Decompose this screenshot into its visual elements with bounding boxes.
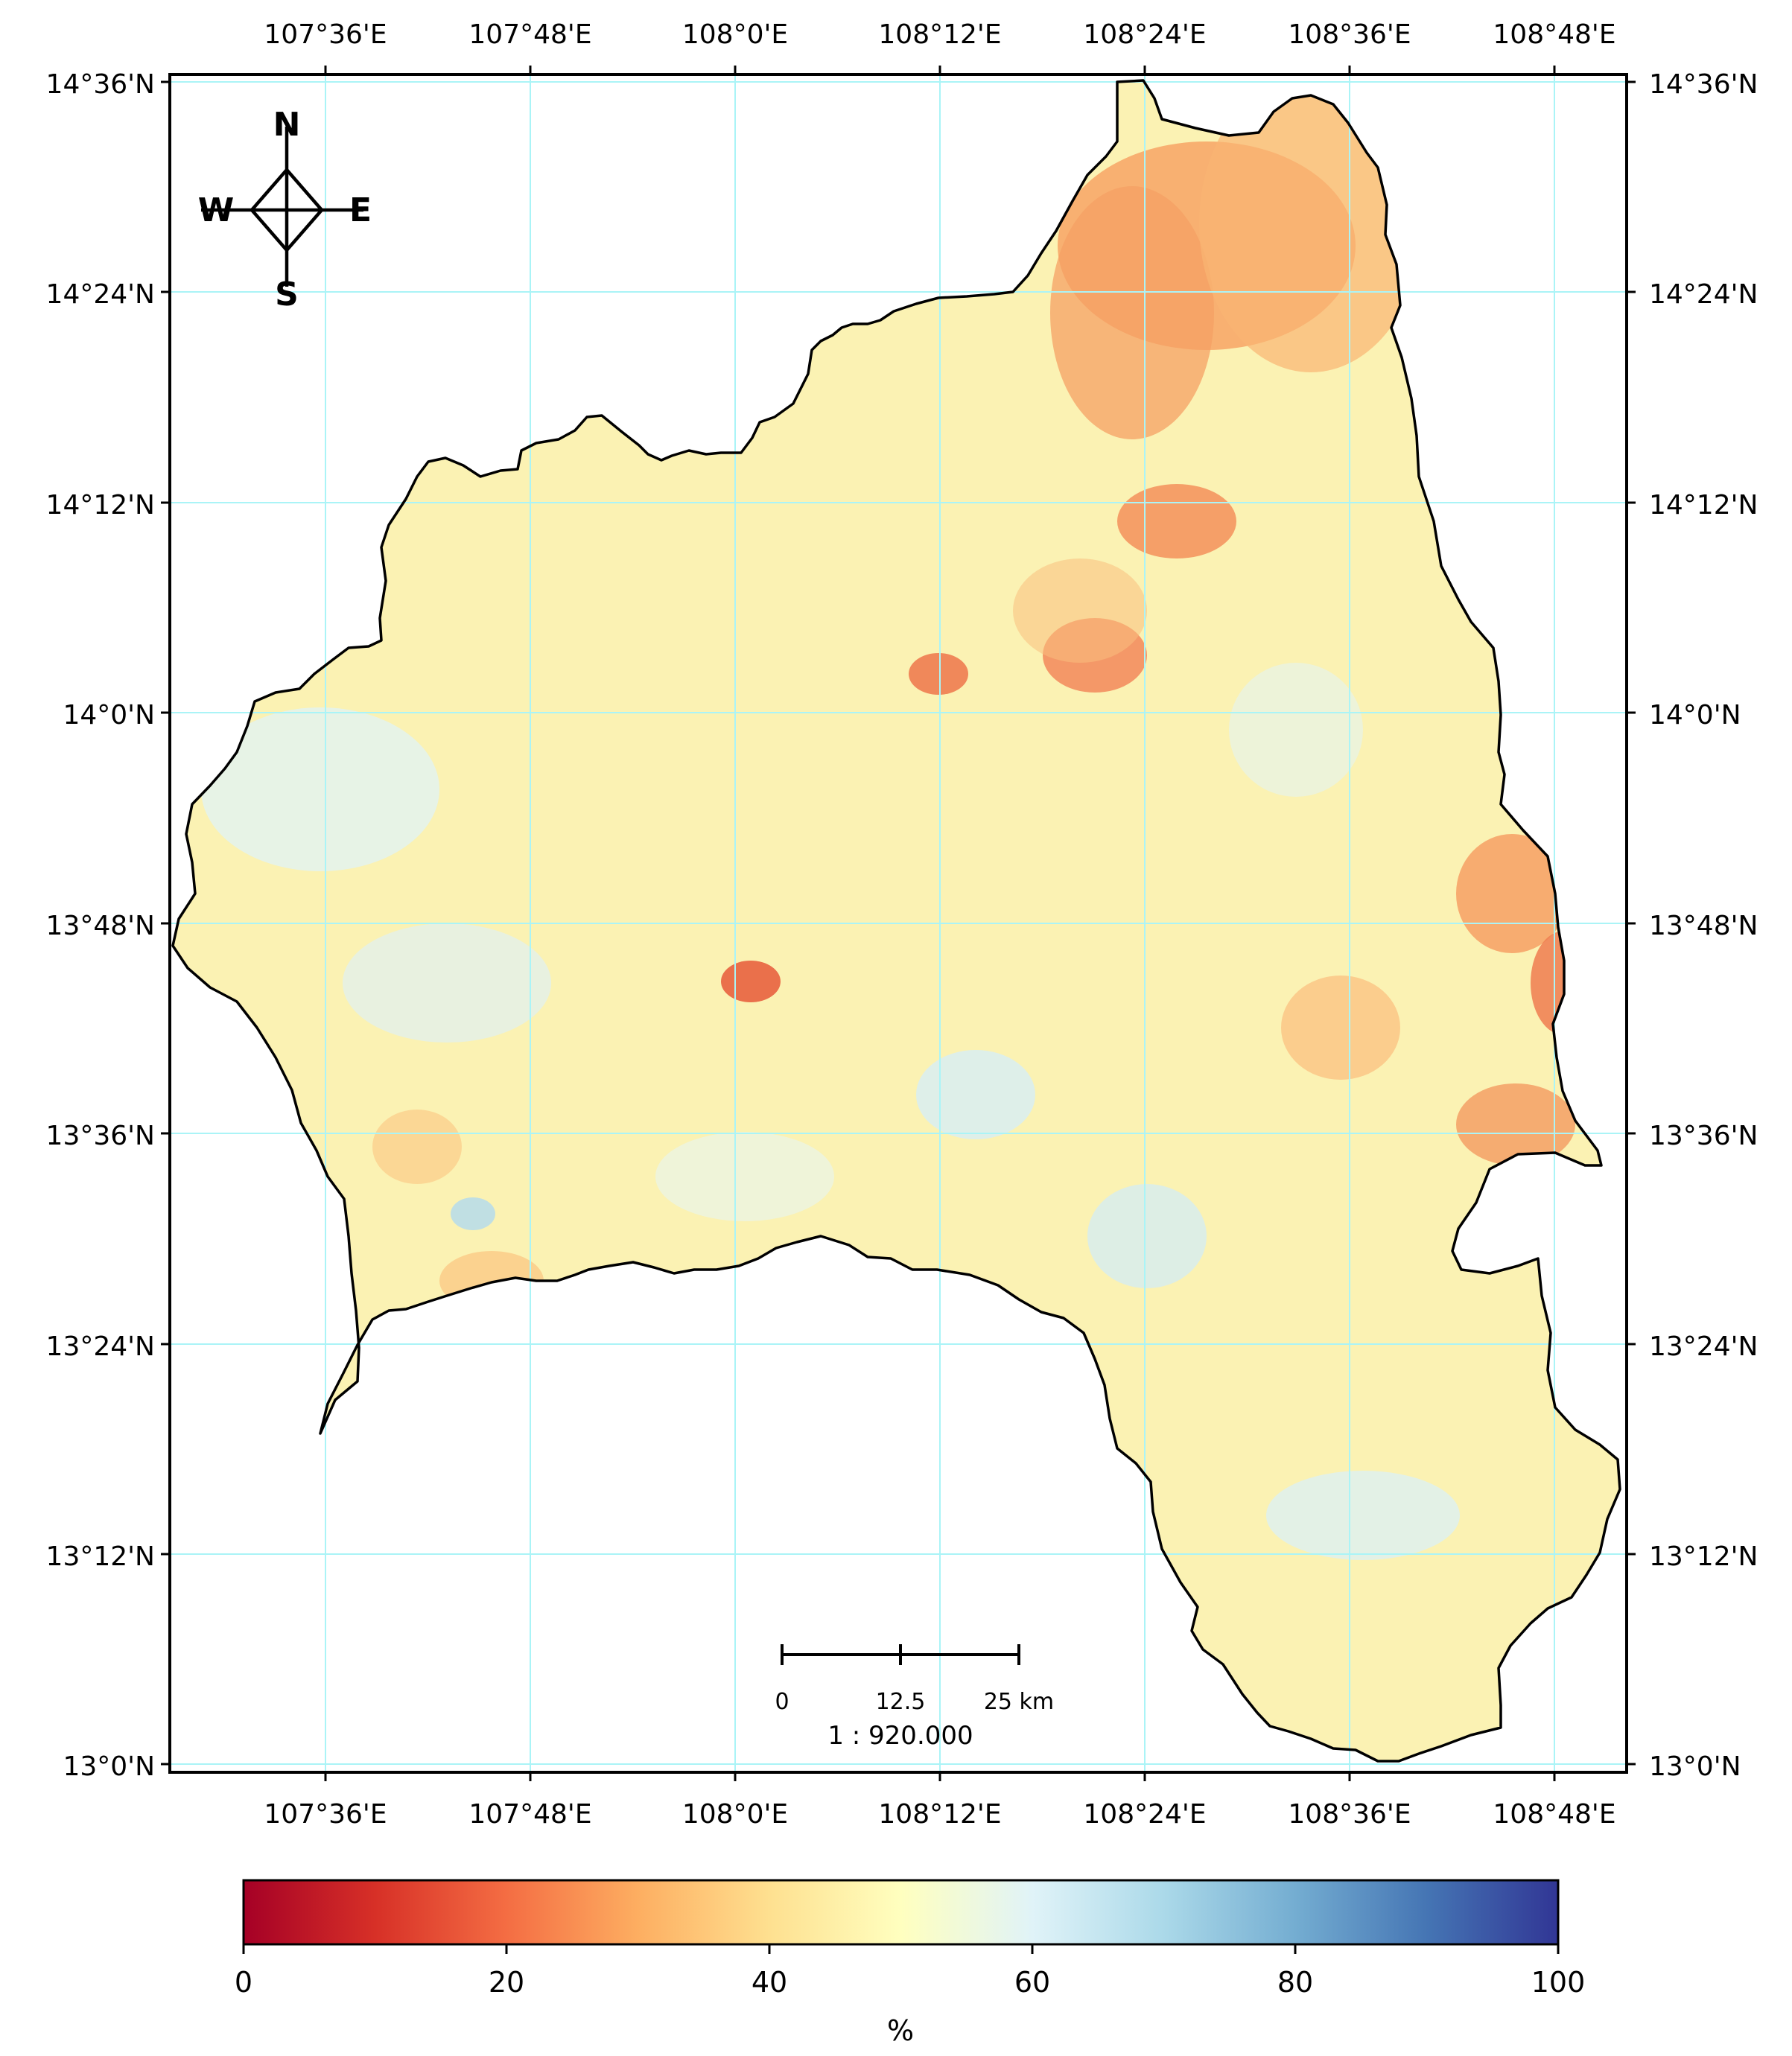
lon-label-top: 107°36'E (264, 19, 387, 50)
lon-labels-bottom: 107°36'E 107°48'E 108°0'E 108°12'E 108°2… (264, 1799, 1615, 1830)
raster-patch (1087, 1184, 1207, 1288)
lat-label-left: 14°36'N (46, 69, 155, 100)
raster-patch (1229, 663, 1363, 797)
lat-label-right: 13°24'N (1649, 1331, 1758, 1362)
compass-rose-icon: N S W E (198, 106, 372, 314)
raster-patch (1050, 186, 1214, 439)
lon-label-top: 108°24'E (1083, 19, 1206, 50)
lat-label-left: 13°24'N (46, 1331, 155, 1362)
lat-label-right: 13°48'N (1649, 911, 1758, 941)
lon-label-top: 107°48'E (468, 19, 591, 50)
raster-patch (655, 1132, 834, 1221)
colorbar-tick-label: 60 (1014, 1966, 1050, 1999)
colorbar-tick-label: 40 (752, 1966, 787, 1999)
lat-label-right: 14°12'N (1649, 490, 1758, 521)
lat-label-right: 14°24'N (1649, 279, 1758, 310)
lat-labels-left: 14°36'N 14°24'N 14°12'N 14°0'N 13°48'N 1… (46, 69, 155, 1782)
colorbar-unit-label: % (887, 2014, 914, 2047)
lon-label-bottom: 108°48'E (1493, 1799, 1615, 1830)
colorbar-tick-label: 80 (1277, 1966, 1313, 1999)
lat-label-left: 13°36'N (46, 1121, 155, 1151)
raster-patch (721, 961, 781, 1002)
raster-patch (1266, 1471, 1460, 1560)
colorbar-gradient (242, 1879, 1560, 1946)
colorbar: 0 20 40 60 80 100 % (235, 1879, 1586, 2047)
scale-label-0: 0 (775, 1689, 789, 1715)
lon-label-bottom: 108°12'E (878, 1799, 1001, 1830)
colorbar-tick-label: 100 (1531, 1966, 1586, 1999)
lat-label-left: 13°12'N (46, 1541, 155, 1572)
lon-label-bottom: 108°36'E (1288, 1799, 1411, 1830)
lat-label-right: 14°0'N (1649, 700, 1741, 731)
scale-bar: 0 12.5 25 km 1 : 920.000 (775, 1644, 1054, 1751)
lon-label-top: 108°36'E (1288, 19, 1411, 50)
scale-ratio: 1 : 920.000 (827, 1721, 973, 1751)
colorbar-tick-label: 20 (489, 1966, 524, 1999)
lat-label-right: 13°36'N (1649, 1121, 1758, 1151)
lat-label-right: 13°0'N (1649, 1751, 1741, 1782)
compass-north-label: N (273, 106, 301, 144)
lon-label-bottom: 108°24'E (1083, 1799, 1206, 1830)
scale-label-end: 25 km (984, 1689, 1054, 1715)
raster-patch (1456, 1083, 1575, 1165)
raster-patch (1117, 484, 1236, 558)
lon-label-top: 108°48'E (1493, 19, 1615, 50)
lat-label-left: 14°24'N (46, 279, 155, 310)
lat-label-right: 14°36'N (1649, 69, 1758, 100)
lon-labels-top: 107°36'E 107°48'E 108°0'E 108°12'E 108°2… (264, 19, 1615, 50)
lat-label-left: 13°0'N (63, 1751, 155, 1782)
compass-east-label: E (349, 191, 372, 229)
colorbar-tick-marks (242, 1944, 1560, 1954)
raster-patch (1013, 558, 1147, 663)
lat-label-left: 13°48'N (46, 911, 155, 941)
lat-labels-right: 14°36'N 14°24'N 14°12'N 14°0'N 13°48'N 1… (1649, 69, 1758, 1782)
lon-label-bottom: 108°0'E (682, 1799, 788, 1830)
lat-label-left: 14°0'N (63, 700, 155, 731)
raster-patch (343, 923, 551, 1043)
compass-south-label: S (275, 276, 299, 314)
province-outline (171, 79, 1621, 1763)
raster-patch (451, 1197, 495, 1230)
compass-west-label: W (198, 191, 235, 229)
lon-label-top: 108°0'E (682, 19, 788, 50)
raster-patch (201, 707, 439, 871)
lat-label-right: 13°12'N (1649, 1541, 1758, 1572)
scale-label-mid: 12.5 (876, 1689, 926, 1715)
raster-patch (1281, 976, 1400, 1080)
lon-label-bottom: 107°48'E (468, 1799, 591, 1830)
raster-patch (372, 1110, 462, 1184)
graticule (170, 74, 1627, 1772)
raster-patch (708, 1298, 760, 1331)
raster-patch (916, 1050, 1035, 1139)
colorbar-tick-label: 0 (235, 1966, 252, 1999)
raster-patch (909, 653, 968, 695)
raster-patch (1199, 80, 1423, 372)
lon-label-bottom: 107°36'E (264, 1799, 387, 1830)
lon-label-top: 108°12'E (878, 19, 1001, 50)
tick-marks (161, 66, 1636, 1781)
lat-label-left: 14°12'N (46, 490, 155, 521)
